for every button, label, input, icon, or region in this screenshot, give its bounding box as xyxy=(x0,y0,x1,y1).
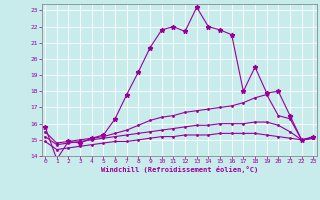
X-axis label: Windchill (Refroidissement éolien,°C): Windchill (Refroidissement éolien,°C) xyxy=(100,166,258,173)
